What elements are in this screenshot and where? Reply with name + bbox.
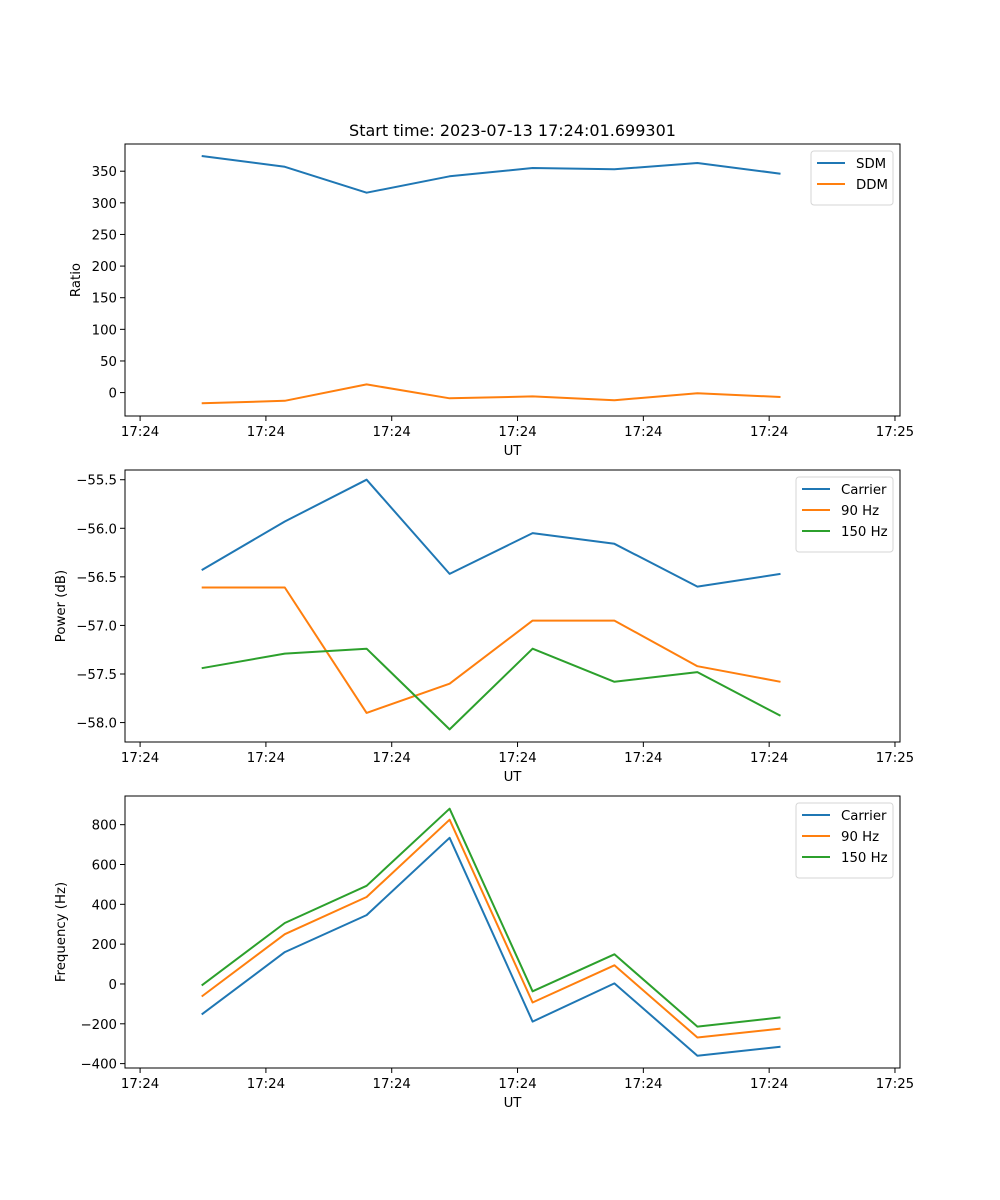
y-axis-label: Frequency (Hz) xyxy=(54,882,69,982)
legend-label: DDM xyxy=(856,178,888,193)
y-tick-label: 0 xyxy=(109,387,117,402)
legend-label: SDM xyxy=(856,157,886,172)
frequency-series-150-hz xyxy=(201,807,781,1028)
legend-label: Carrier xyxy=(841,483,887,498)
legend-box xyxy=(795,802,894,879)
power-panel: 17:24 17:24 17:24 17:24 17:24 17:24 17:25 −58.0… xyxy=(54,469,914,785)
x-axis-label: UT xyxy=(504,444,523,459)
y-axis-label: Power (dB) xyxy=(54,570,69,642)
y-tick-label: 100 xyxy=(92,323,117,338)
frequency-panel: 17:24 17:24 17:24 17:24 17:24 17:24 17:25 −400 −… xyxy=(54,795,914,1111)
y-tick-label: 350 xyxy=(92,165,117,180)
y-axis-label: Ratio xyxy=(69,263,84,297)
y-tick-label: 600 xyxy=(92,858,117,873)
x-tick-label: 17:25 xyxy=(876,425,914,440)
legend-box xyxy=(810,150,894,206)
y-tick-label: −57.0 xyxy=(76,619,117,634)
x-tick-label: 17:24 xyxy=(624,425,662,440)
y-tick-label: 300 xyxy=(92,197,117,212)
y-tick-label: 400 xyxy=(92,898,117,913)
x-tick-label: 17:24 xyxy=(247,751,285,766)
ratio-axes-frame xyxy=(124,143,901,417)
y-tick-label: −56.5 xyxy=(76,571,117,586)
y-tick-label: −55.5 xyxy=(76,474,117,489)
power-axes-frame xyxy=(124,469,901,743)
legend-label: Carrier xyxy=(841,809,887,824)
x-tick-label: 17:24 xyxy=(121,751,159,766)
x-tick-label: 17:24 xyxy=(624,1077,662,1092)
power-series-150-hz xyxy=(201,647,781,731)
x-tick-label: 17:24 xyxy=(373,751,411,766)
y-tick-label: 200 xyxy=(92,938,117,953)
y-tick-label: −400 xyxy=(80,1058,117,1073)
legend-box xyxy=(795,476,894,553)
y-tick-label: 150 xyxy=(92,292,117,307)
x-tick-label: 17:24 xyxy=(373,1077,411,1092)
x-tick-label: 17:24 xyxy=(624,751,662,766)
y-tick-label: −58.0 xyxy=(76,717,117,732)
x-tick-label: 17:24 xyxy=(750,425,788,440)
x-tick-label: 17:25 xyxy=(876,1077,914,1092)
y-tick-label: −200 xyxy=(80,1018,117,1033)
power-series-90-hz xyxy=(201,586,781,714)
power-legend: Carrier 90 Hz 150 Hz xyxy=(795,476,894,553)
x-axis-label: UT xyxy=(504,1096,523,1111)
legend-label: 90 Hz xyxy=(841,830,879,845)
x-tick-label: 17:24 xyxy=(121,425,159,440)
x-tick-label: 17:24 xyxy=(750,1077,788,1092)
x-tick-label: 17:24 xyxy=(121,1077,159,1092)
frequency-axes-frame xyxy=(124,795,901,1069)
x-tick-label: 17:24 xyxy=(498,1077,536,1092)
y-tick-label: 800 xyxy=(92,819,117,834)
ratio-legend: SDM DDM xyxy=(810,150,894,206)
y-tick-label: 50 xyxy=(100,355,117,370)
y-tick-label: 0 xyxy=(109,978,117,993)
x-tick-label: 17:24 xyxy=(247,425,285,440)
legend-label: 150 Hz xyxy=(841,525,888,540)
y-tick-label: −56.0 xyxy=(76,522,117,537)
y-tick-label: −57.5 xyxy=(76,668,117,683)
x-axis-label: UT xyxy=(504,770,523,785)
legend-label: 150 Hz xyxy=(841,851,888,866)
x-tick-label: 17:24 xyxy=(498,425,536,440)
x-tick-label: 17:24 xyxy=(373,425,411,440)
ratio-series-sdm xyxy=(201,155,781,194)
y-tick-label: 200 xyxy=(92,260,117,275)
figure-title: Start time: 2023-07-13 17:24:01.699301 xyxy=(349,121,676,140)
frequency-series-carrier xyxy=(201,836,781,1057)
x-tick-label: 17:24 xyxy=(247,1077,285,1092)
x-tick-label: 17:24 xyxy=(498,751,536,766)
ratio-series-ddm xyxy=(201,383,781,405)
x-tick-label: 17:24 xyxy=(750,751,788,766)
ratio-panel: 17:24 17:24 17:24 17:24 17:24 17:24 17:25 0 50 10… xyxy=(69,143,914,459)
y-tick-label: 250 xyxy=(92,228,117,243)
frequency-legend: Carrier 90 Hz 150 Hz xyxy=(795,802,894,879)
frequency-series-90-hz xyxy=(201,818,781,1039)
x-tick-label: 17:25 xyxy=(876,751,914,766)
power-series-carrier xyxy=(201,478,781,588)
legend-label: 90 Hz xyxy=(841,504,879,519)
